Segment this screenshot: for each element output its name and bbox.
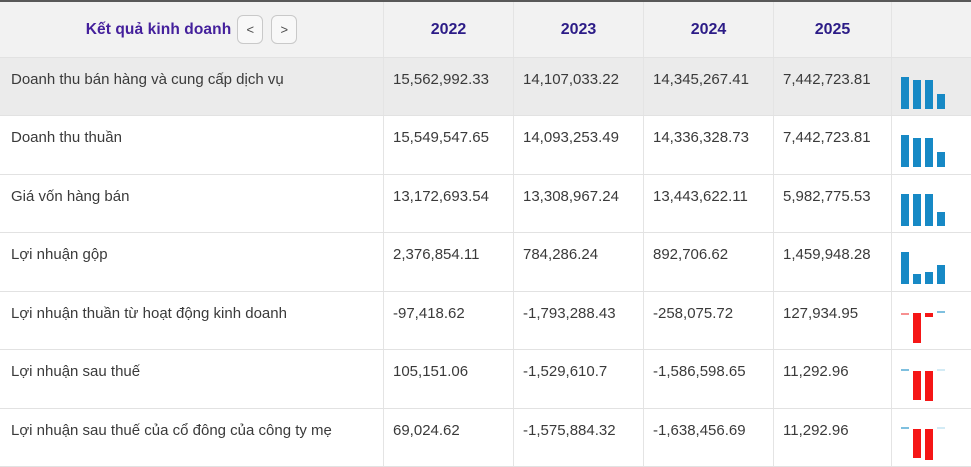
spark-bar [937, 310, 945, 313]
spark-bar [901, 252, 909, 285]
metric-value-2022: 69,024.62 [383, 408, 513, 466]
spark-bar [937, 152, 945, 168]
spark-bar [901, 77, 909, 109]
metric-value-2025: 5,982,775.53 [773, 174, 891, 233]
metric-value-2025: 127,934.95 [773, 291, 891, 350]
sparkline-bar-chart [901, 426, 945, 460]
spark-bar [913, 273, 921, 285]
year-column-header-2022[interactable]: 2022 [383, 2, 513, 57]
metric-value-2024: -258,075.72 [643, 291, 773, 350]
year-column-header-2024[interactable]: 2024 [643, 2, 773, 57]
table-row[interactable]: Doanh thu bán hàng và cung cấp dịch vụ 1… [0, 57, 971, 116]
metric-value-2023: -1,793,288.43 [513, 291, 643, 350]
spark-bar [925, 79, 933, 109]
sparkline-cell [891, 350, 971, 408]
metric-value-2025: 11,292.96 [773, 350, 891, 408]
spark-bar [901, 369, 909, 372]
spark-bar [925, 137, 933, 168]
spark-bar [925, 428, 933, 460]
sparkline-cell [891, 116, 971, 174]
spark-bar [901, 312, 909, 315]
table-header-row: Kết quả kinh doanh < > 2022 2023 2024 20… [0, 2, 971, 57]
table-row[interactable]: Doanh thu thuần 15,549,547.65 14,093,253… [0, 115, 971, 174]
sparkline-bar-chart [901, 310, 945, 343]
sparkline-cell [891, 233, 971, 291]
metric-value-2024: 14,345,267.41 [643, 58, 773, 116]
metric-value-2023: -1,575,884.32 [513, 408, 643, 466]
year-column-header-2025[interactable]: 2025 [773, 2, 891, 57]
metric-label: Doanh thu thuần [11, 129, 122, 147]
spark-bar [925, 193, 933, 226]
table-title: Kết quả kinh doanh [85, 20, 232, 38]
metric-value-2024: 14,336,328.73 [643, 116, 773, 174]
table-row[interactable]: Lợi nhuận sau thuế 105,151.06 -1,529,610… [0, 349, 971, 408]
metric-value-2025: 11,292.96 [773, 408, 891, 466]
sparkline-column-header [891, 2, 971, 57]
spark-bar [901, 194, 909, 226]
spark-bar [913, 79, 921, 109]
metric-value-2022: 105,151.06 [383, 350, 513, 408]
metric-value-2023: 14,093,253.49 [513, 116, 643, 174]
metric-label: Lợi nhuận gộp [11, 246, 108, 264]
metric-label: Giá vốn hàng bán [11, 187, 130, 205]
metric-label: Doanh thu bán hàng và cung cấp dịch vụ [11, 71, 284, 88]
table-body: Doanh thu bán hàng và cung cấp dịch vụ 1… [0, 57, 971, 466]
metric-value-2025: 7,442,723.81 [773, 116, 891, 174]
metric-label: Lợi nhuận sau thuế của cổ đông của công … [11, 421, 332, 439]
sparkline-cell [891, 408, 971, 466]
metric-value-2022: 13,172,693.54 [383, 174, 513, 233]
next-period-button[interactable]: > [271, 15, 298, 44]
sparkline-cell [891, 291, 971, 350]
spark-bar [901, 135, 909, 168]
spark-bar [937, 211, 945, 226]
metric-value-2024: 892,706.62 [643, 233, 773, 291]
metric-value-2022: 2,376,854.11 [383, 233, 513, 291]
table-row[interactable]: Giá vốn hàng bán 13,172,693.54 13,308,96… [0, 173, 971, 233]
metric-value-2022: -97,418.62 [383, 291, 513, 350]
metric-value-2023: -1,529,610.7 [513, 350, 643, 408]
year-column-header-2023[interactable]: 2023 [513, 2, 643, 57]
spark-bar [913, 371, 921, 401]
metric-value-2023: 13,308,967.24 [513, 174, 643, 233]
metric-value-2023: 784,286.24 [513, 233, 643, 291]
spark-bar [925, 312, 933, 318]
metric-value-2024: -1,638,456.69 [643, 408, 773, 466]
metric-value-2022: 15,562,992.33 [383, 58, 513, 116]
sparkline-bar-chart [901, 77, 945, 109]
spark-bar [901, 426, 909, 429]
spark-bar [937, 426, 945, 429]
spark-bar [913, 194, 921, 226]
sparkline-bar-chart [901, 252, 945, 285]
metric-value-2025: 1,459,948.28 [773, 233, 891, 291]
metric-value-2024: -1,586,598.65 [643, 350, 773, 408]
sparkline-bar-chart [901, 193, 945, 226]
spark-bar [913, 312, 921, 343]
metric-label: Lợi nhuận sau thuế [11, 363, 141, 381]
header-title-cell: Kết quả kinh doanh < > [0, 2, 383, 57]
sparkline-cell [891, 174, 971, 233]
metric-value-2025: 7,442,723.81 [773, 58, 891, 116]
sparkline-bar-chart [901, 135, 945, 168]
spark-bar [913, 428, 921, 459]
spark-bar [937, 93, 945, 109]
spark-bar [925, 371, 933, 402]
spark-bar [937, 369, 945, 372]
metric-value-2024: 13,443,622.11 [643, 174, 773, 233]
table-row[interactable]: Lợi nhuận sau thuế của cổ đông của công … [0, 407, 971, 466]
prev-period-button[interactable]: < [237, 15, 264, 44]
metric-value-2023: 14,107,033.22 [513, 58, 643, 116]
metric-value-2022: 15,549,547.65 [383, 116, 513, 174]
metric-label: Lợi nhuận thuần từ hoạt động kinh doanh [11, 304, 287, 322]
table-row[interactable]: Lợi nhuận thuần từ hoạt động kinh doanh … [0, 290, 971, 350]
sparkline-bar-chart [901, 369, 945, 402]
table-row[interactable]: Lợi nhuận gộp 2,376,854.11 784,286.24 89… [0, 232, 971, 291]
spark-bar [937, 264, 945, 285]
spark-bar [925, 272, 933, 285]
sparkline-cell [891, 58, 971, 116]
spark-bar [913, 138, 921, 168]
